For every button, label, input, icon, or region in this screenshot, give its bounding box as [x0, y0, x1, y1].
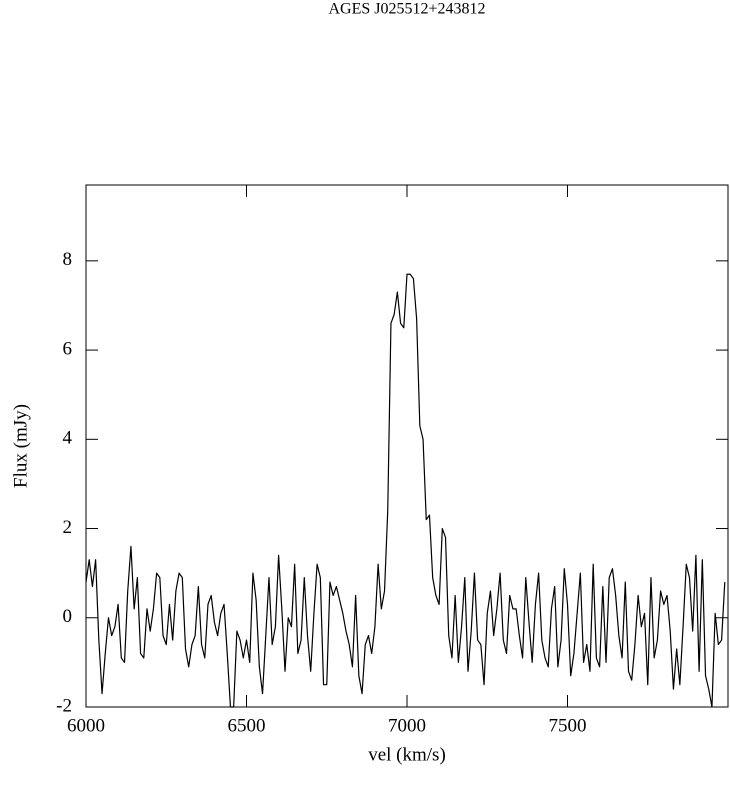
- plot-frame: [85, 184, 729, 708]
- x-tick-label: 7000: [388, 715, 426, 736]
- y-tick-label: 2: [63, 517, 73, 538]
- x-tick-label: 6500: [228, 715, 266, 736]
- spectrum-line: [85, 273, 726, 708]
- y-tick-label: 4: [63, 428, 73, 449]
- x-tick-label: 7500: [549, 715, 587, 736]
- y-tick-label: 0: [63, 606, 73, 627]
- y-axis-label: Flux (mJy): [10, 404, 31, 488]
- y-tick-label: -2: [56, 695, 72, 716]
- y-tick-label: 6: [63, 338, 73, 359]
- chart-title: AGES J025512+243812: [328, 1, 485, 18]
- x-tick-label: 6000: [67, 715, 105, 736]
- y-tick-label: 8: [63, 249, 73, 270]
- x-axis-label: vel (km/s): [368, 744, 446, 765]
